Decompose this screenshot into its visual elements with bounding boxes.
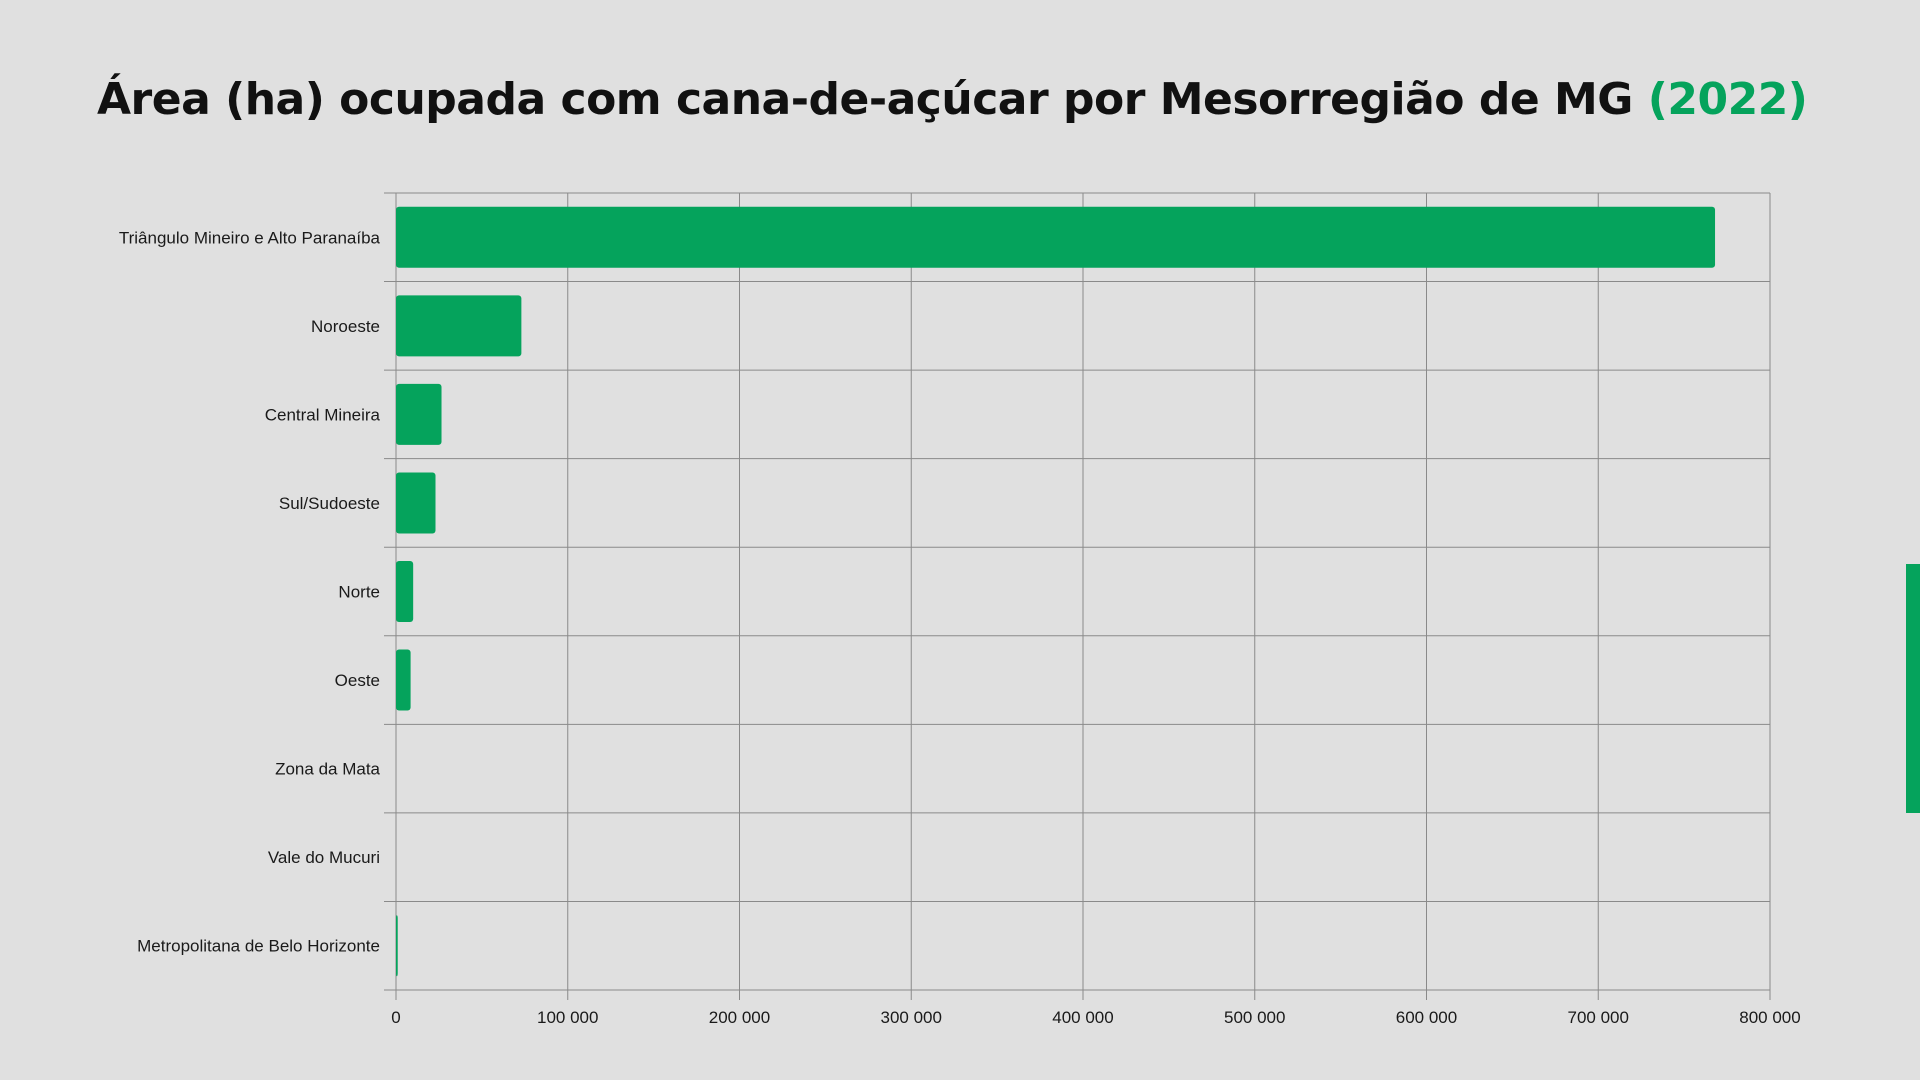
bars bbox=[396, 206, 1716, 977]
bar bbox=[396, 383, 442, 445]
title-main: Área (ha) ocupada com cana-de-açúcar por… bbox=[97, 74, 1633, 125]
title-year: (2022) bbox=[1647, 74, 1808, 125]
x-tick-label: 500 000 bbox=[1224, 1008, 1285, 1027]
bar bbox=[396, 472, 436, 534]
scroll-indicator[interactable] bbox=[1906, 564, 1920, 813]
category-labels: Triângulo Mineiro e Alto Paranaíba Noroes… bbox=[119, 228, 381, 955]
category-label: Sul/Sudoeste bbox=[279, 494, 380, 513]
bar bbox=[396, 561, 414, 622]
category-label: Central Mineira bbox=[265, 405, 381, 424]
bar bbox=[396, 206, 1716, 268]
bar bbox=[396, 915, 398, 977]
category-label: Norte bbox=[338, 583, 380, 602]
category-label: Zona da Mata bbox=[275, 760, 380, 779]
page-title: Área (ha) ocupada com cana-de-açúcar por… bbox=[97, 74, 1808, 125]
x-tick-label: 200 000 bbox=[709, 1008, 770, 1027]
grid-lines bbox=[384, 192, 1771, 1000]
bar bbox=[396, 649, 411, 711]
x-tick-label: 700 000 bbox=[1568, 1008, 1629, 1027]
x-tick-label: 300 000 bbox=[881, 1008, 942, 1027]
x-tick-label: 400 000 bbox=[1052, 1008, 1113, 1027]
x-tick-label: 100 000 bbox=[537, 1008, 598, 1027]
bar bbox=[396, 295, 522, 357]
x-axis-tick-labels: 0 100 000 200 000 300 000 400 000 500 000 600 … bbox=[391, 1008, 1800, 1027]
category-label: Triângulo Mineiro e Alto Paranaíba bbox=[119, 228, 381, 247]
category-label: Vale do Mucuri bbox=[268, 848, 380, 867]
x-tick-label: 600 000 bbox=[1396, 1008, 1457, 1027]
category-label: Oeste bbox=[335, 671, 380, 690]
x-tick-label: 800 000 bbox=[1739, 1008, 1800, 1027]
x-tick-label: 0 bbox=[391, 1008, 400, 1027]
category-label: Metropolitana de Belo Horizonte bbox=[137, 937, 380, 956]
category-label: Noroeste bbox=[311, 317, 380, 336]
